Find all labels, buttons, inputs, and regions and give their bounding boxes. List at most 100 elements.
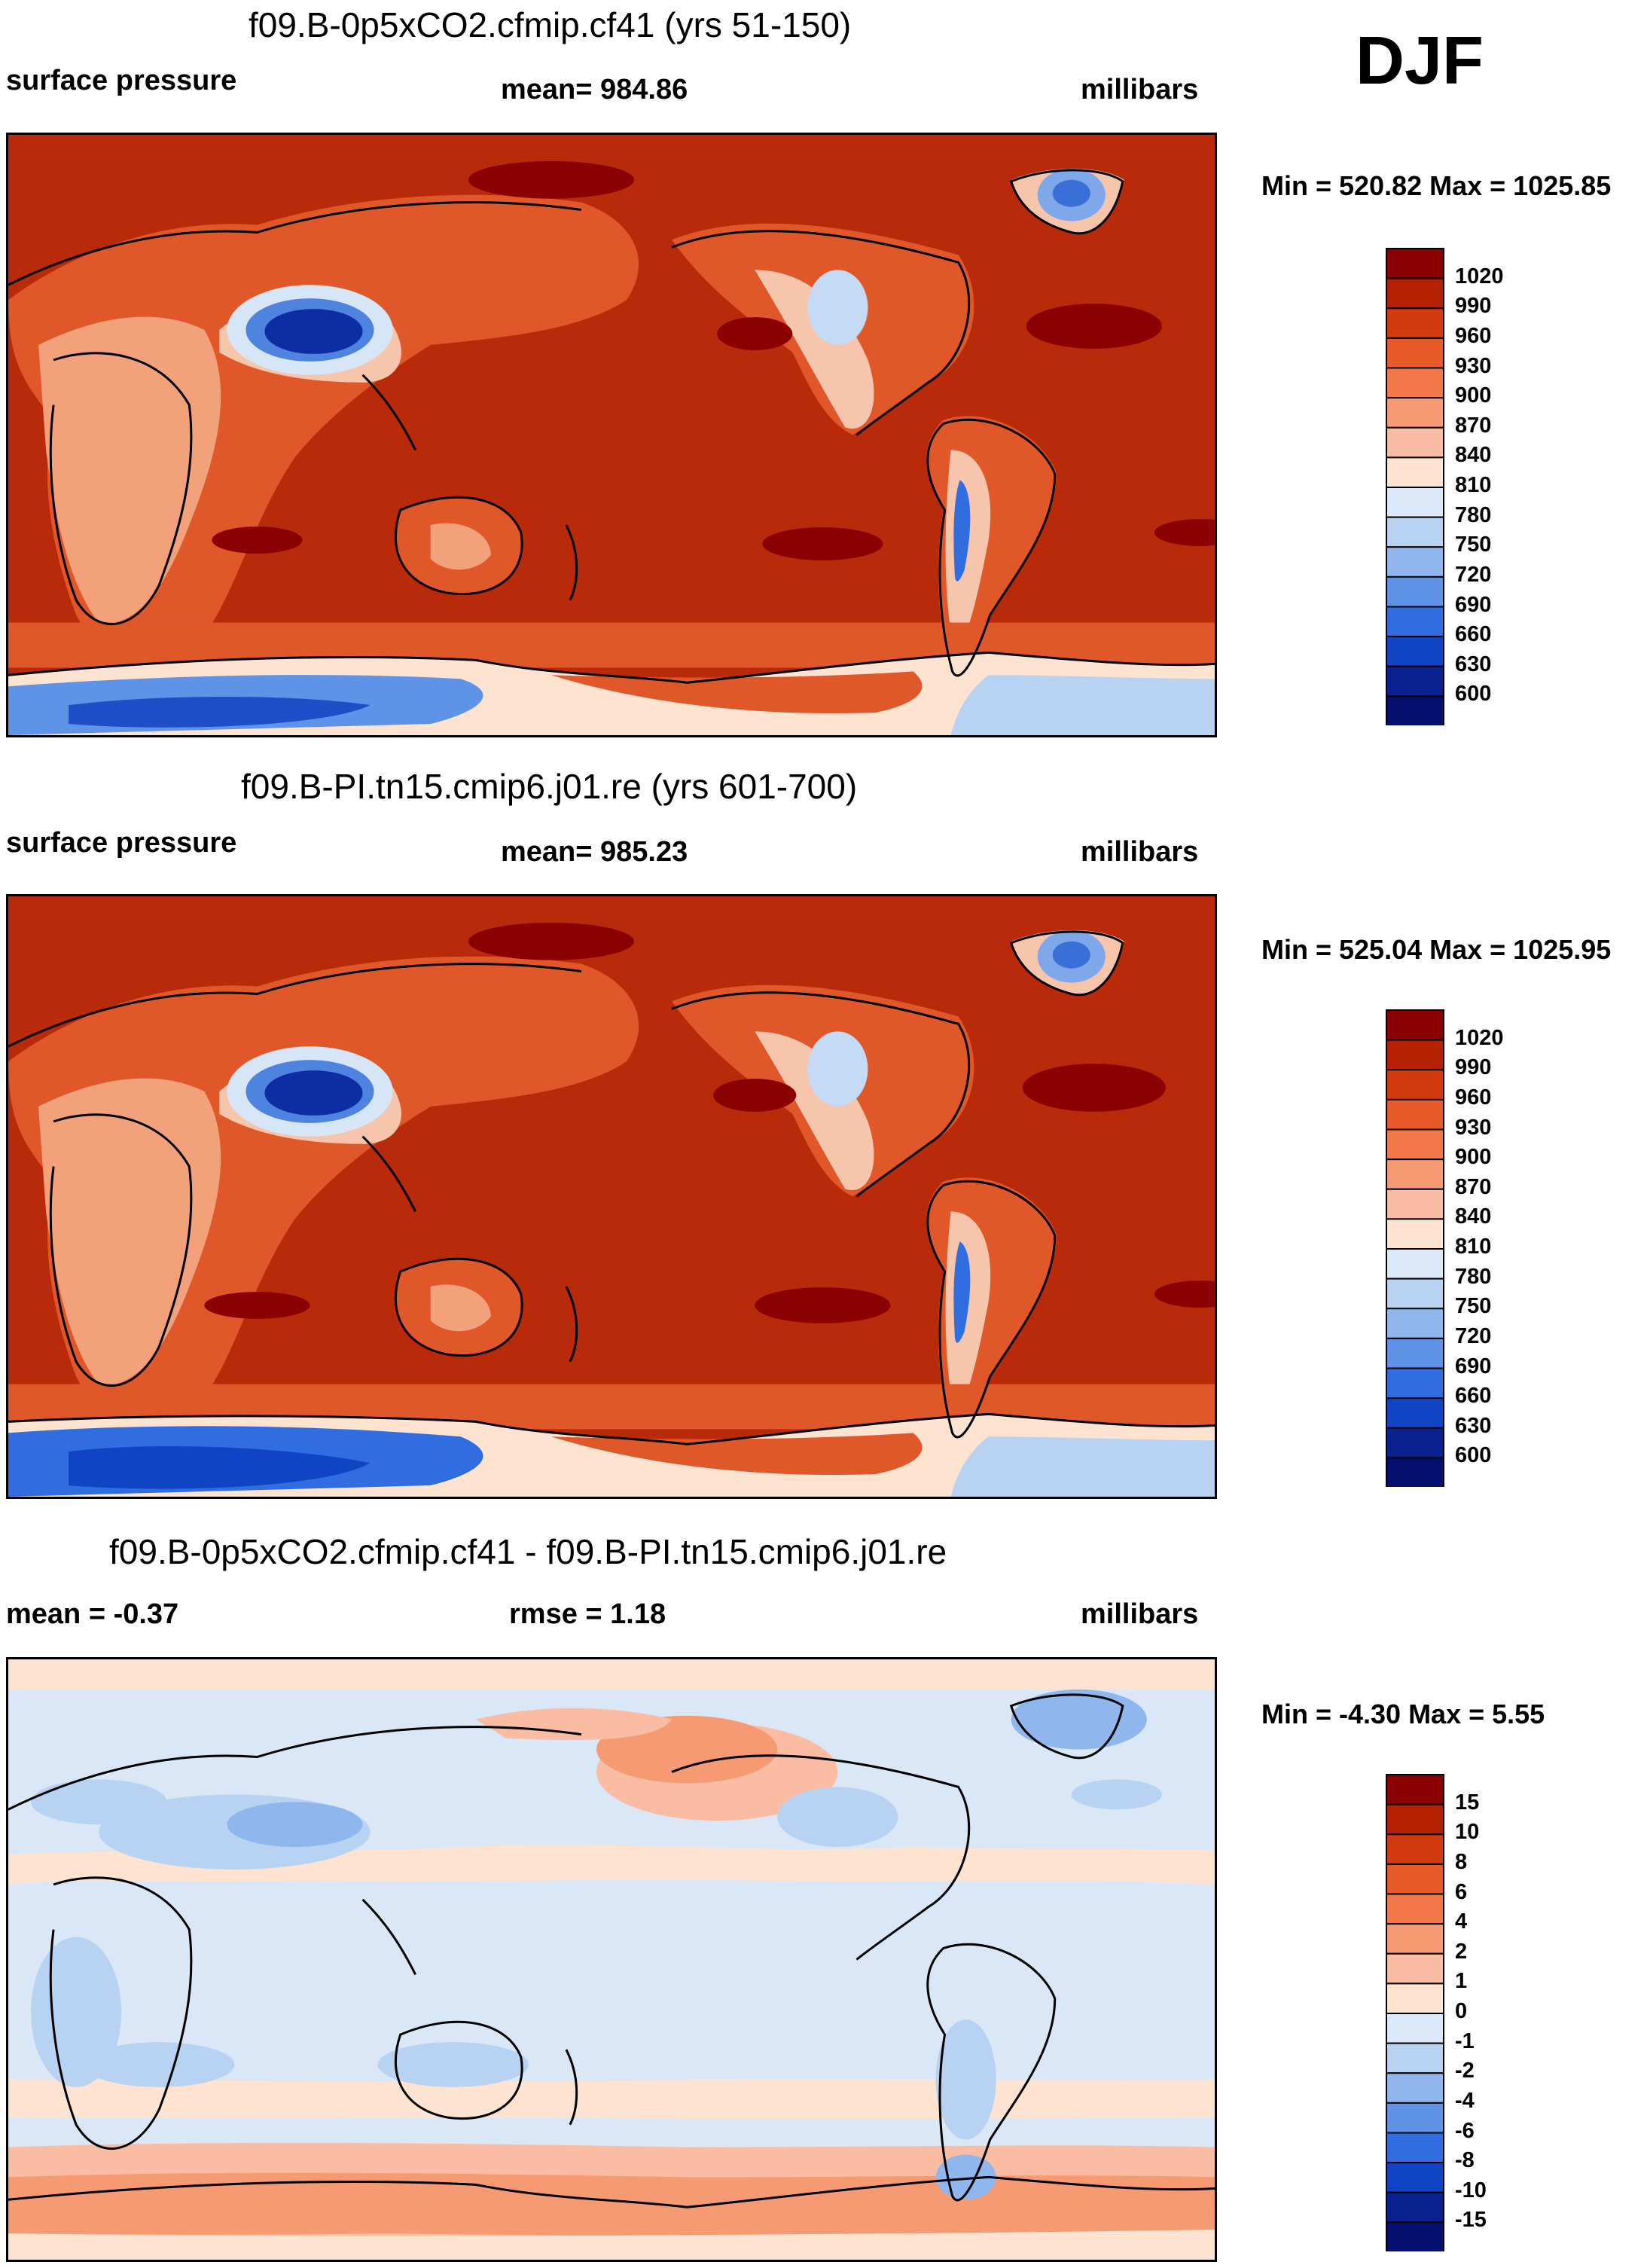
colorbar-swatch xyxy=(1386,1098,1444,1131)
colorbar-swatch xyxy=(1386,695,1444,725)
colorbar-swatch xyxy=(1386,1158,1444,1190)
colorbar-tick-label: 630 xyxy=(1455,652,1492,676)
panel2-minmax: Min = 525.04 Max = 1025.95 xyxy=(1261,934,1612,965)
colorbar-tick-label: 810 xyxy=(1455,1235,1492,1259)
colorbar-tick-label: 6 xyxy=(1455,1879,1468,1904)
colorbar-tick-label: 1020 xyxy=(1455,1025,1504,1050)
panel1-mean-label: mean= 984.86 xyxy=(501,74,688,105)
colorbar-tick-label: 900 xyxy=(1455,383,1492,408)
colorbar-swatch xyxy=(1386,2072,1444,2104)
colorbar-swatch xyxy=(1386,1277,1444,1310)
panel3-units-label: millibars xyxy=(1081,1598,1199,1630)
colorbar-tick-label: 840 xyxy=(1455,443,1492,468)
colorbar-tick-label: 720 xyxy=(1455,562,1492,587)
colorbar-tick-label: 870 xyxy=(1455,413,1492,438)
colorbar-tick-label: -6 xyxy=(1455,2118,1475,2143)
panel3-colorbar xyxy=(1386,1774,1444,2251)
panel2-map-field xyxy=(8,896,1215,1497)
colorbar-swatch xyxy=(1386,426,1444,459)
panel2-units-label: millibars xyxy=(1081,836,1199,868)
colorbar-swatch xyxy=(1386,1128,1444,1161)
panel2-colorbar-swatches xyxy=(1386,1009,1444,1487)
panel2-colorbar xyxy=(1386,1009,1444,1487)
panel1-minmax: Min = 520.82 Max = 1025.85 xyxy=(1261,170,1612,201)
colorbar-tick-label: 960 xyxy=(1455,1085,1492,1110)
panel2-map xyxy=(6,894,1217,1499)
colorbar-tick-label: -4 xyxy=(1455,2088,1475,2113)
panel1-colorbar-swatches xyxy=(1386,248,1444,725)
colorbar-swatch xyxy=(1386,1248,1444,1280)
colorbar-tick-label: 15 xyxy=(1455,1790,1480,1815)
panel1-variable-label: surface pressure xyxy=(6,65,237,96)
colorbar-swatch xyxy=(1386,1893,1444,1925)
colorbar-tick-label: 2 xyxy=(1455,1939,1468,1964)
colorbar-swatch xyxy=(1386,277,1444,310)
panel3-minmax: Min = -4.30 Max = 5.55 xyxy=(1261,1699,1545,1729)
colorbar-tick-label: 960 xyxy=(1455,323,1492,348)
colorbar-tick-label: 600 xyxy=(1455,1443,1492,1468)
panel3-map-field xyxy=(8,1659,1215,2260)
panel1-title: f09.B-0p5xCO2.cfmip.cf41 (yrs 51-150) xyxy=(249,5,852,44)
colorbar-tick-label: 930 xyxy=(1455,353,1492,378)
colorbar-tick-label: -10 xyxy=(1455,2178,1487,2202)
colorbar-swatch xyxy=(1386,546,1444,578)
panel2-variable-label: surface pressure xyxy=(6,827,237,859)
colorbar-tick-label: 990 xyxy=(1455,294,1492,319)
colorbar-swatch xyxy=(1386,2162,1444,2193)
colorbar-swatch xyxy=(1386,367,1444,399)
colorbar-tick-label: 990 xyxy=(1455,1055,1492,1080)
colorbar-swatch xyxy=(1386,2013,1444,2044)
panel1-units-label: millibars xyxy=(1081,74,1199,105)
colorbar-swatch xyxy=(1386,456,1444,488)
colorbar-swatch xyxy=(1386,1833,1444,1865)
colorbar-swatch xyxy=(1386,1308,1444,1339)
colorbar-swatch xyxy=(1386,1367,1444,1400)
season-label: DJF xyxy=(1356,23,1484,99)
colorbar-swatch xyxy=(1386,1039,1444,1071)
colorbar-swatch xyxy=(1386,1457,1444,1487)
colorbar-tick-label: 690 xyxy=(1455,592,1492,617)
colorbar-tick-label: -8 xyxy=(1455,2148,1475,2173)
colorbar-swatch xyxy=(1386,2221,1444,2251)
colorbar-tick-label: 660 xyxy=(1455,622,1492,647)
colorbar-tick-label: 600 xyxy=(1455,682,1492,707)
colorbar-tick-label: 690 xyxy=(1455,1354,1492,1378)
colorbar-tick-label: 840 xyxy=(1455,1204,1492,1229)
colorbar-tick-label: -1 xyxy=(1455,2028,1475,2053)
panel3-colorbar-swatches xyxy=(1386,1774,1444,2251)
panel1-map-field xyxy=(8,135,1215,735)
colorbar-tick-label: 630 xyxy=(1455,1413,1492,1438)
colorbar-tick-label: 930 xyxy=(1455,1115,1492,1140)
colorbar-tick-label: -15 xyxy=(1455,2208,1487,2233)
colorbar-swatch xyxy=(1386,516,1444,548)
colorbar-tick-label: 900 xyxy=(1455,1145,1492,1170)
panel1-map xyxy=(6,133,1217,737)
colorbar-tick-label: 750 xyxy=(1455,1294,1492,1319)
colorbar-swatch xyxy=(1386,1923,1444,1955)
colorbar-swatch xyxy=(1386,1774,1444,1806)
colorbar-swatch xyxy=(1386,487,1444,518)
colorbar-swatch xyxy=(1386,397,1444,429)
colorbar-tick-label: 810 xyxy=(1455,473,1492,497)
panel3-mean-label: mean = -0.37 xyxy=(6,1598,179,1630)
colorbar-swatch xyxy=(1386,1009,1444,1041)
colorbar-tick-label: 870 xyxy=(1455,1174,1492,1199)
colorbar-tick-label: 0 xyxy=(1455,1999,1468,2023)
colorbar-swatch xyxy=(1386,1952,1444,1985)
colorbar-swatch xyxy=(1386,1803,1444,1836)
colorbar-swatch xyxy=(1386,2102,1444,2134)
colorbar-swatch xyxy=(1386,2132,1444,2164)
colorbar-tick-label: -2 xyxy=(1455,2059,1475,2083)
colorbar-swatch xyxy=(1386,1218,1444,1250)
colorbar-swatch xyxy=(1386,2042,1444,2074)
colorbar-tick-label: 720 xyxy=(1455,1323,1492,1348)
colorbar-tick-label: 8 xyxy=(1455,1849,1468,1874)
colorbar-tick-label: 1020 xyxy=(1455,264,1504,288)
colorbar-swatch xyxy=(1386,1983,1444,2014)
colorbar-swatch xyxy=(1386,1427,1444,1459)
panel3-rmse-label: rmse = 1.18 xyxy=(509,1598,666,1630)
colorbar-swatch xyxy=(1386,606,1444,638)
colorbar-swatch xyxy=(1386,665,1444,697)
colorbar-swatch xyxy=(1386,575,1444,608)
colorbar-swatch xyxy=(1386,1188,1444,1220)
